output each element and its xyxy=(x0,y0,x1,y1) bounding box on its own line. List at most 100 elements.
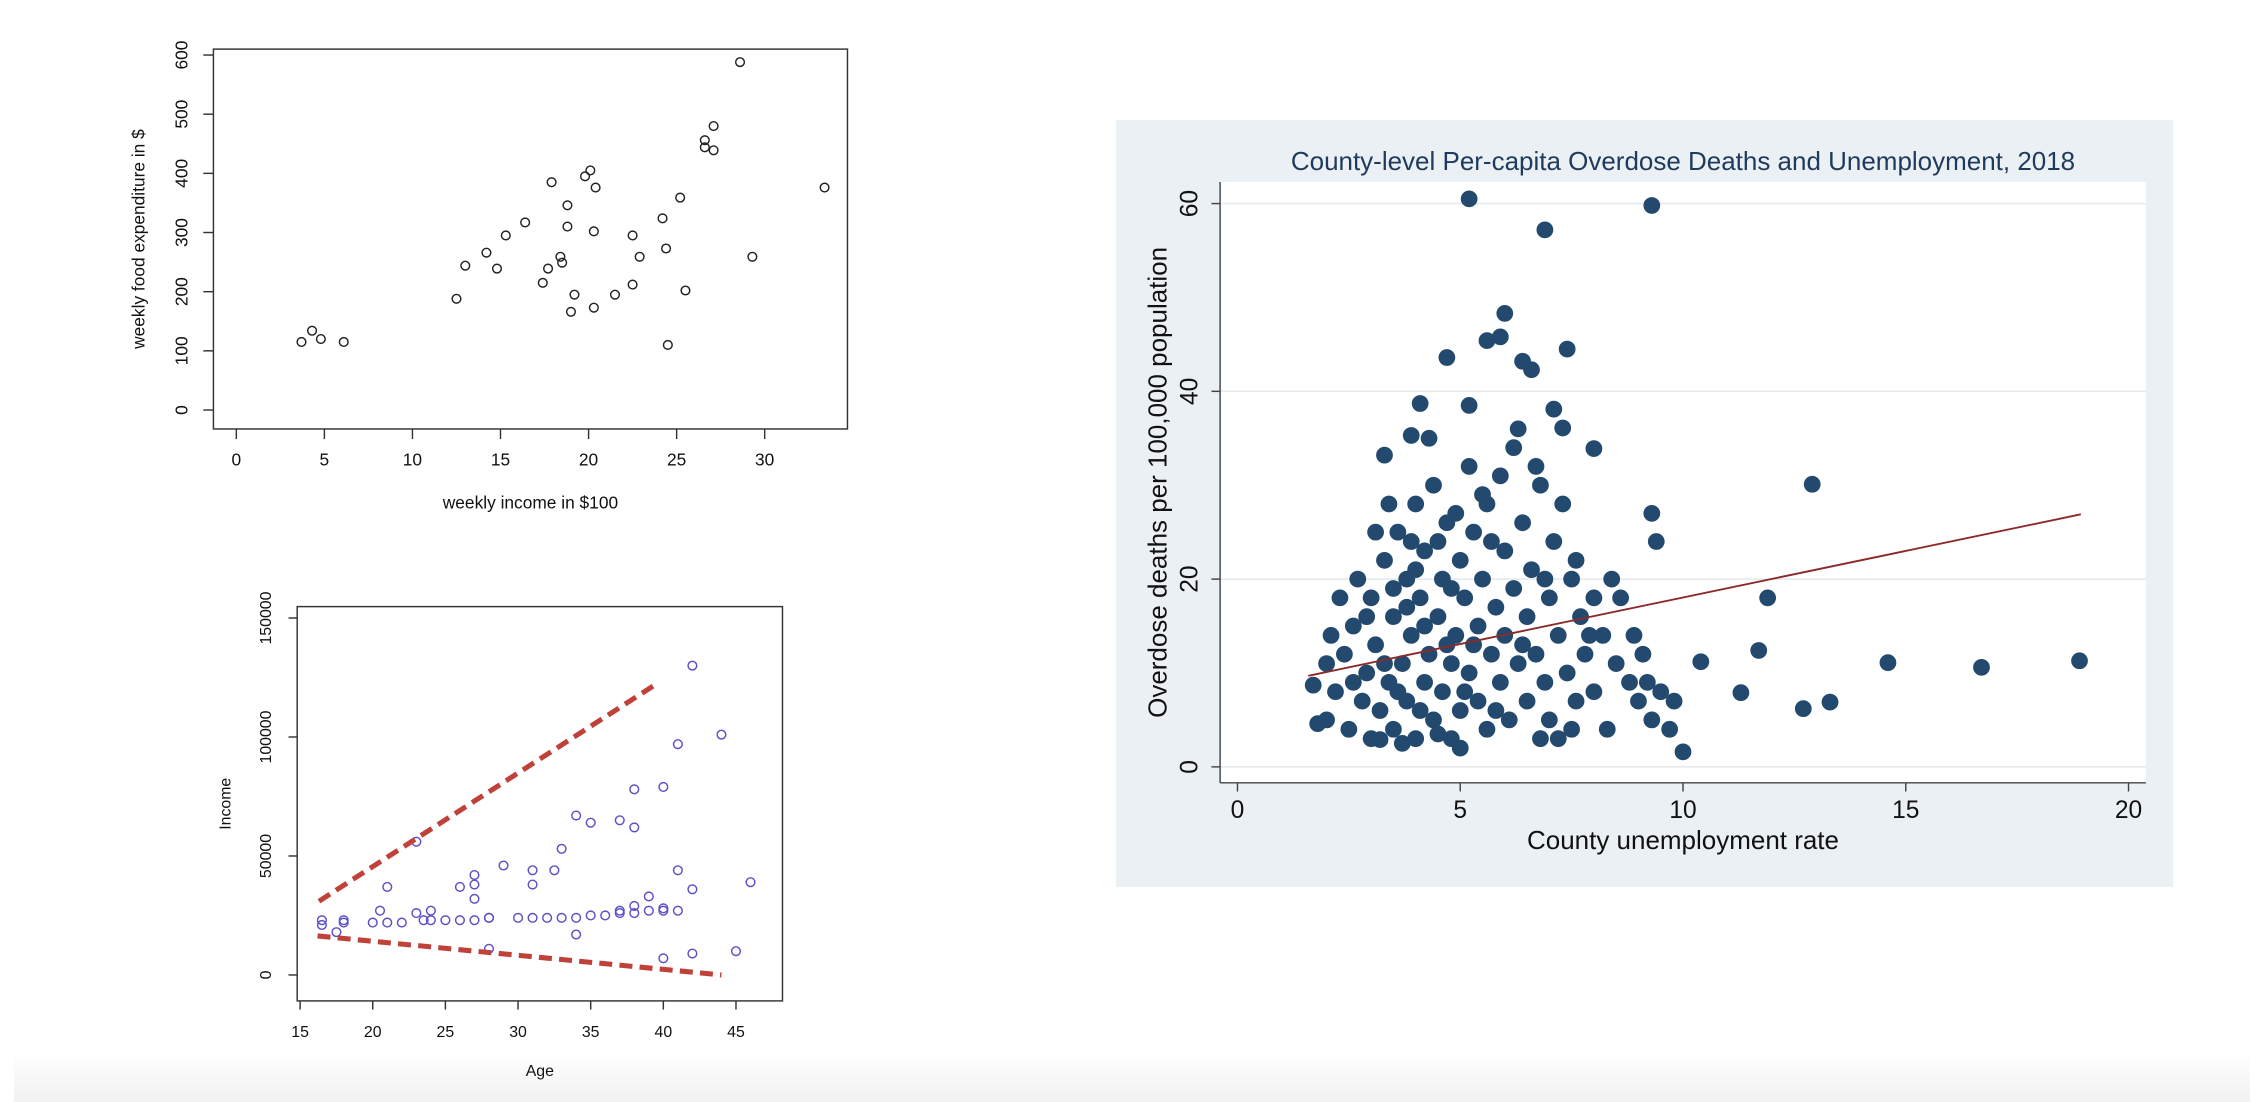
y-tick-label: 0 xyxy=(258,970,275,979)
point xyxy=(1442,655,1460,672)
point xyxy=(1563,570,1580,588)
point xyxy=(1411,395,1429,412)
point xyxy=(1451,702,1469,719)
y-tick-label: 20 xyxy=(1177,565,1204,592)
point xyxy=(634,251,645,262)
point xyxy=(1318,655,1335,672)
point xyxy=(546,177,557,188)
point xyxy=(1638,673,1656,691)
x-tick-label: 10 xyxy=(403,449,422,469)
point xyxy=(658,781,669,793)
point xyxy=(527,879,538,890)
y-tick-label: 200 xyxy=(172,277,192,306)
point xyxy=(579,171,591,182)
point xyxy=(675,192,686,203)
point xyxy=(1407,561,1425,579)
point xyxy=(1532,730,1549,748)
point xyxy=(491,263,503,274)
point xyxy=(1509,420,1527,438)
x-axis-title: Age xyxy=(526,1063,554,1080)
point xyxy=(1416,542,1433,560)
point xyxy=(1794,700,1812,718)
point xyxy=(672,739,683,750)
point xyxy=(1331,589,1349,607)
point xyxy=(569,289,580,300)
point xyxy=(1483,645,1500,663)
point xyxy=(1451,551,1469,569)
point xyxy=(556,912,567,923)
point xyxy=(527,865,538,876)
point xyxy=(1451,739,1469,757)
point xyxy=(590,182,601,193)
point xyxy=(1362,589,1380,607)
point xyxy=(1500,711,1518,729)
point xyxy=(1425,711,1442,729)
point xyxy=(1558,664,1576,682)
point xyxy=(629,822,640,833)
point xyxy=(708,120,719,132)
point xyxy=(747,251,758,262)
point xyxy=(1402,533,1420,550)
point xyxy=(1349,570,1367,588)
point xyxy=(1558,340,1576,358)
point xyxy=(1567,551,1585,569)
y-tick-label: 60 xyxy=(1177,190,1204,217)
point xyxy=(542,912,553,923)
point xyxy=(687,884,698,895)
point xyxy=(699,135,710,146)
point xyxy=(1549,730,1567,748)
point xyxy=(1327,683,1344,701)
point xyxy=(1527,458,1545,475)
point xyxy=(687,948,698,959)
point xyxy=(1514,636,1531,654)
point xyxy=(1434,683,1451,701)
point xyxy=(315,333,326,345)
point xyxy=(643,905,654,916)
point xyxy=(1803,475,1821,493)
point xyxy=(296,336,307,348)
x-tick-label: 20 xyxy=(364,1024,382,1041)
point xyxy=(396,917,407,928)
point xyxy=(1411,702,1429,719)
point xyxy=(1429,725,1447,743)
point xyxy=(1491,328,1509,346)
point xyxy=(469,893,480,904)
point xyxy=(1460,458,1478,475)
point xyxy=(745,877,756,888)
point xyxy=(1759,589,1777,607)
point xyxy=(1429,533,1447,550)
point xyxy=(609,289,621,300)
point xyxy=(1585,589,1603,607)
point xyxy=(1661,720,1679,738)
point xyxy=(382,881,393,892)
point xyxy=(418,915,429,926)
x-tick-label: 30 xyxy=(509,1024,527,1041)
point xyxy=(1385,580,1402,597)
point xyxy=(1393,735,1411,752)
point xyxy=(1527,645,1545,663)
point xyxy=(1545,400,1563,418)
point xyxy=(657,213,668,224)
point xyxy=(469,869,480,881)
point xyxy=(1598,720,1616,738)
point xyxy=(555,251,566,262)
point xyxy=(1581,627,1598,644)
point xyxy=(1545,533,1563,550)
point xyxy=(1353,692,1371,710)
y-tick-label: 150000 xyxy=(258,591,275,644)
x-tick-label: 20 xyxy=(579,449,598,469)
point xyxy=(454,881,465,892)
chart: 0 50000 100000 150000 15 20 25 30 35 40 45 Age Incom… xyxy=(218,591,784,1080)
point xyxy=(1536,673,1554,691)
point xyxy=(1732,684,1750,702)
point xyxy=(1585,440,1603,457)
point xyxy=(1549,627,1567,644)
point xyxy=(1630,692,1647,710)
y-axis-title: Income xyxy=(218,778,235,830)
point xyxy=(627,230,638,241)
plot-frame xyxy=(296,605,784,1002)
point xyxy=(2071,652,2088,670)
point xyxy=(1416,673,1433,691)
x-axis-title: County unemployment rate xyxy=(1527,825,1839,855)
